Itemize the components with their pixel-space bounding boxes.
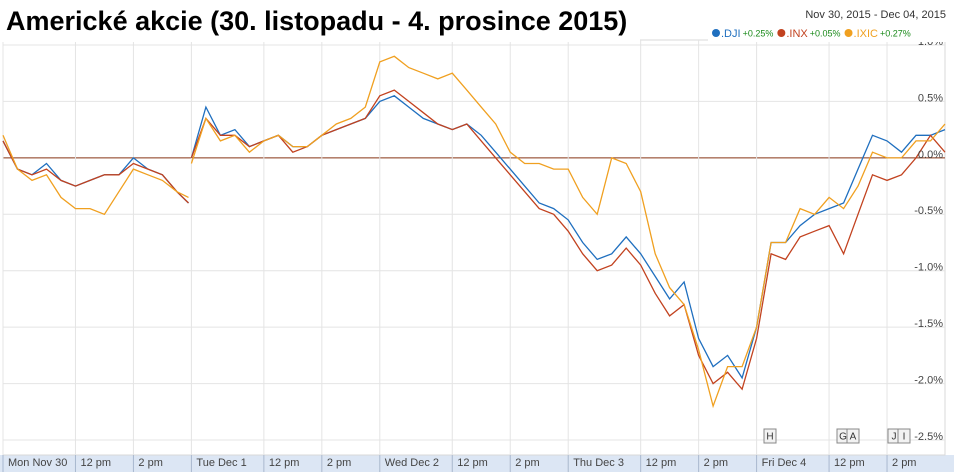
x-tick-label: 12 pm <box>834 457 865 469</box>
news-flag-label[interactable]: I <box>903 432 906 443</box>
y-tick-label: -0.5% <box>914 205 943 217</box>
x-tick-label: 2 pm <box>515 457 539 469</box>
y-tick-label: -1.5% <box>914 318 943 330</box>
x-tick-label: 2 pm <box>704 457 728 469</box>
series-line <box>2 89 946 391</box>
x-tick-label: Tue Dec 1 <box>196 457 246 469</box>
y-tick-label: 0.0% <box>918 149 943 161</box>
x-tick-label: 12 pm <box>80 457 111 469</box>
legend-bg <box>708 0 954 42</box>
legend-change: +0.05% <box>810 28 841 38</box>
title-bg <box>0 0 640 42</box>
x-tick-label: Fri Dec 4 <box>762 457 807 469</box>
x-tick-label: 12 pm <box>269 457 300 469</box>
news-flag-label[interactable]: A <box>850 432 857 443</box>
legend: .DJI +0.25% .INX +0.05% .IXIC +0.27% <box>712 28 911 40</box>
chart-title: Americké akcie (30. listopadu - 4. prosi… <box>6 6 627 36</box>
x-tick-label: 12 pm <box>646 457 677 469</box>
legend-marker <box>712 29 720 37</box>
legend-marker <box>777 29 786 37</box>
x-tick-label: Mon Nov 30 <box>8 457 67 469</box>
news-flag-label[interactable]: G <box>839 432 847 443</box>
news-flag[interactable] <box>763 428 777 444</box>
lines <box>2 55 946 409</box>
y-tick-label: -1.0% <box>914 262 943 274</box>
x-tick-label: 2 pm <box>138 457 162 469</box>
labels: 1.0%0.5%0.0%-0.5%-1.0%-1.5%-2.0%-2.5%Mon… <box>2 36 943 472</box>
x-tick-label: 2 pm <box>327 457 351 469</box>
series-line <box>2 95 946 380</box>
legend-name: .IXIC <box>854 28 879 40</box>
x-tick-label: 2 pm <box>892 457 916 469</box>
x-tick-label: Thu Dec 3 <box>573 457 624 469</box>
legend-marker <box>844 29 853 37</box>
y-tick-label: -2.0% <box>914 374 943 386</box>
news-flag[interactable] <box>846 428 860 444</box>
y-tick-label: -2.5% <box>914 431 943 443</box>
grid <box>2 40 945 472</box>
legend-change: +0.25% <box>743 28 774 38</box>
news-flag-label[interactable]: J <box>892 432 897 443</box>
legend-name: .DJI <box>721 28 741 40</box>
news-flag[interactable] <box>897 428 911 444</box>
legend-change: +0.27% <box>880 28 911 38</box>
series-line <box>2 55 946 409</box>
plot-frame <box>2 39 946 456</box>
y-tick-label: 0.5% <box>918 92 943 104</box>
x-tick-label: Wed Dec 2 <box>385 457 439 469</box>
date-range: Nov 30, 2015 - Dec 04, 2015 <box>805 9 946 21</box>
news-flag-label[interactable]: H <box>766 432 773 443</box>
x-axis-band <box>0 455 954 472</box>
x-tick-label: 12 pm <box>457 457 488 469</box>
legend-name: .INX <box>786 28 808 40</box>
